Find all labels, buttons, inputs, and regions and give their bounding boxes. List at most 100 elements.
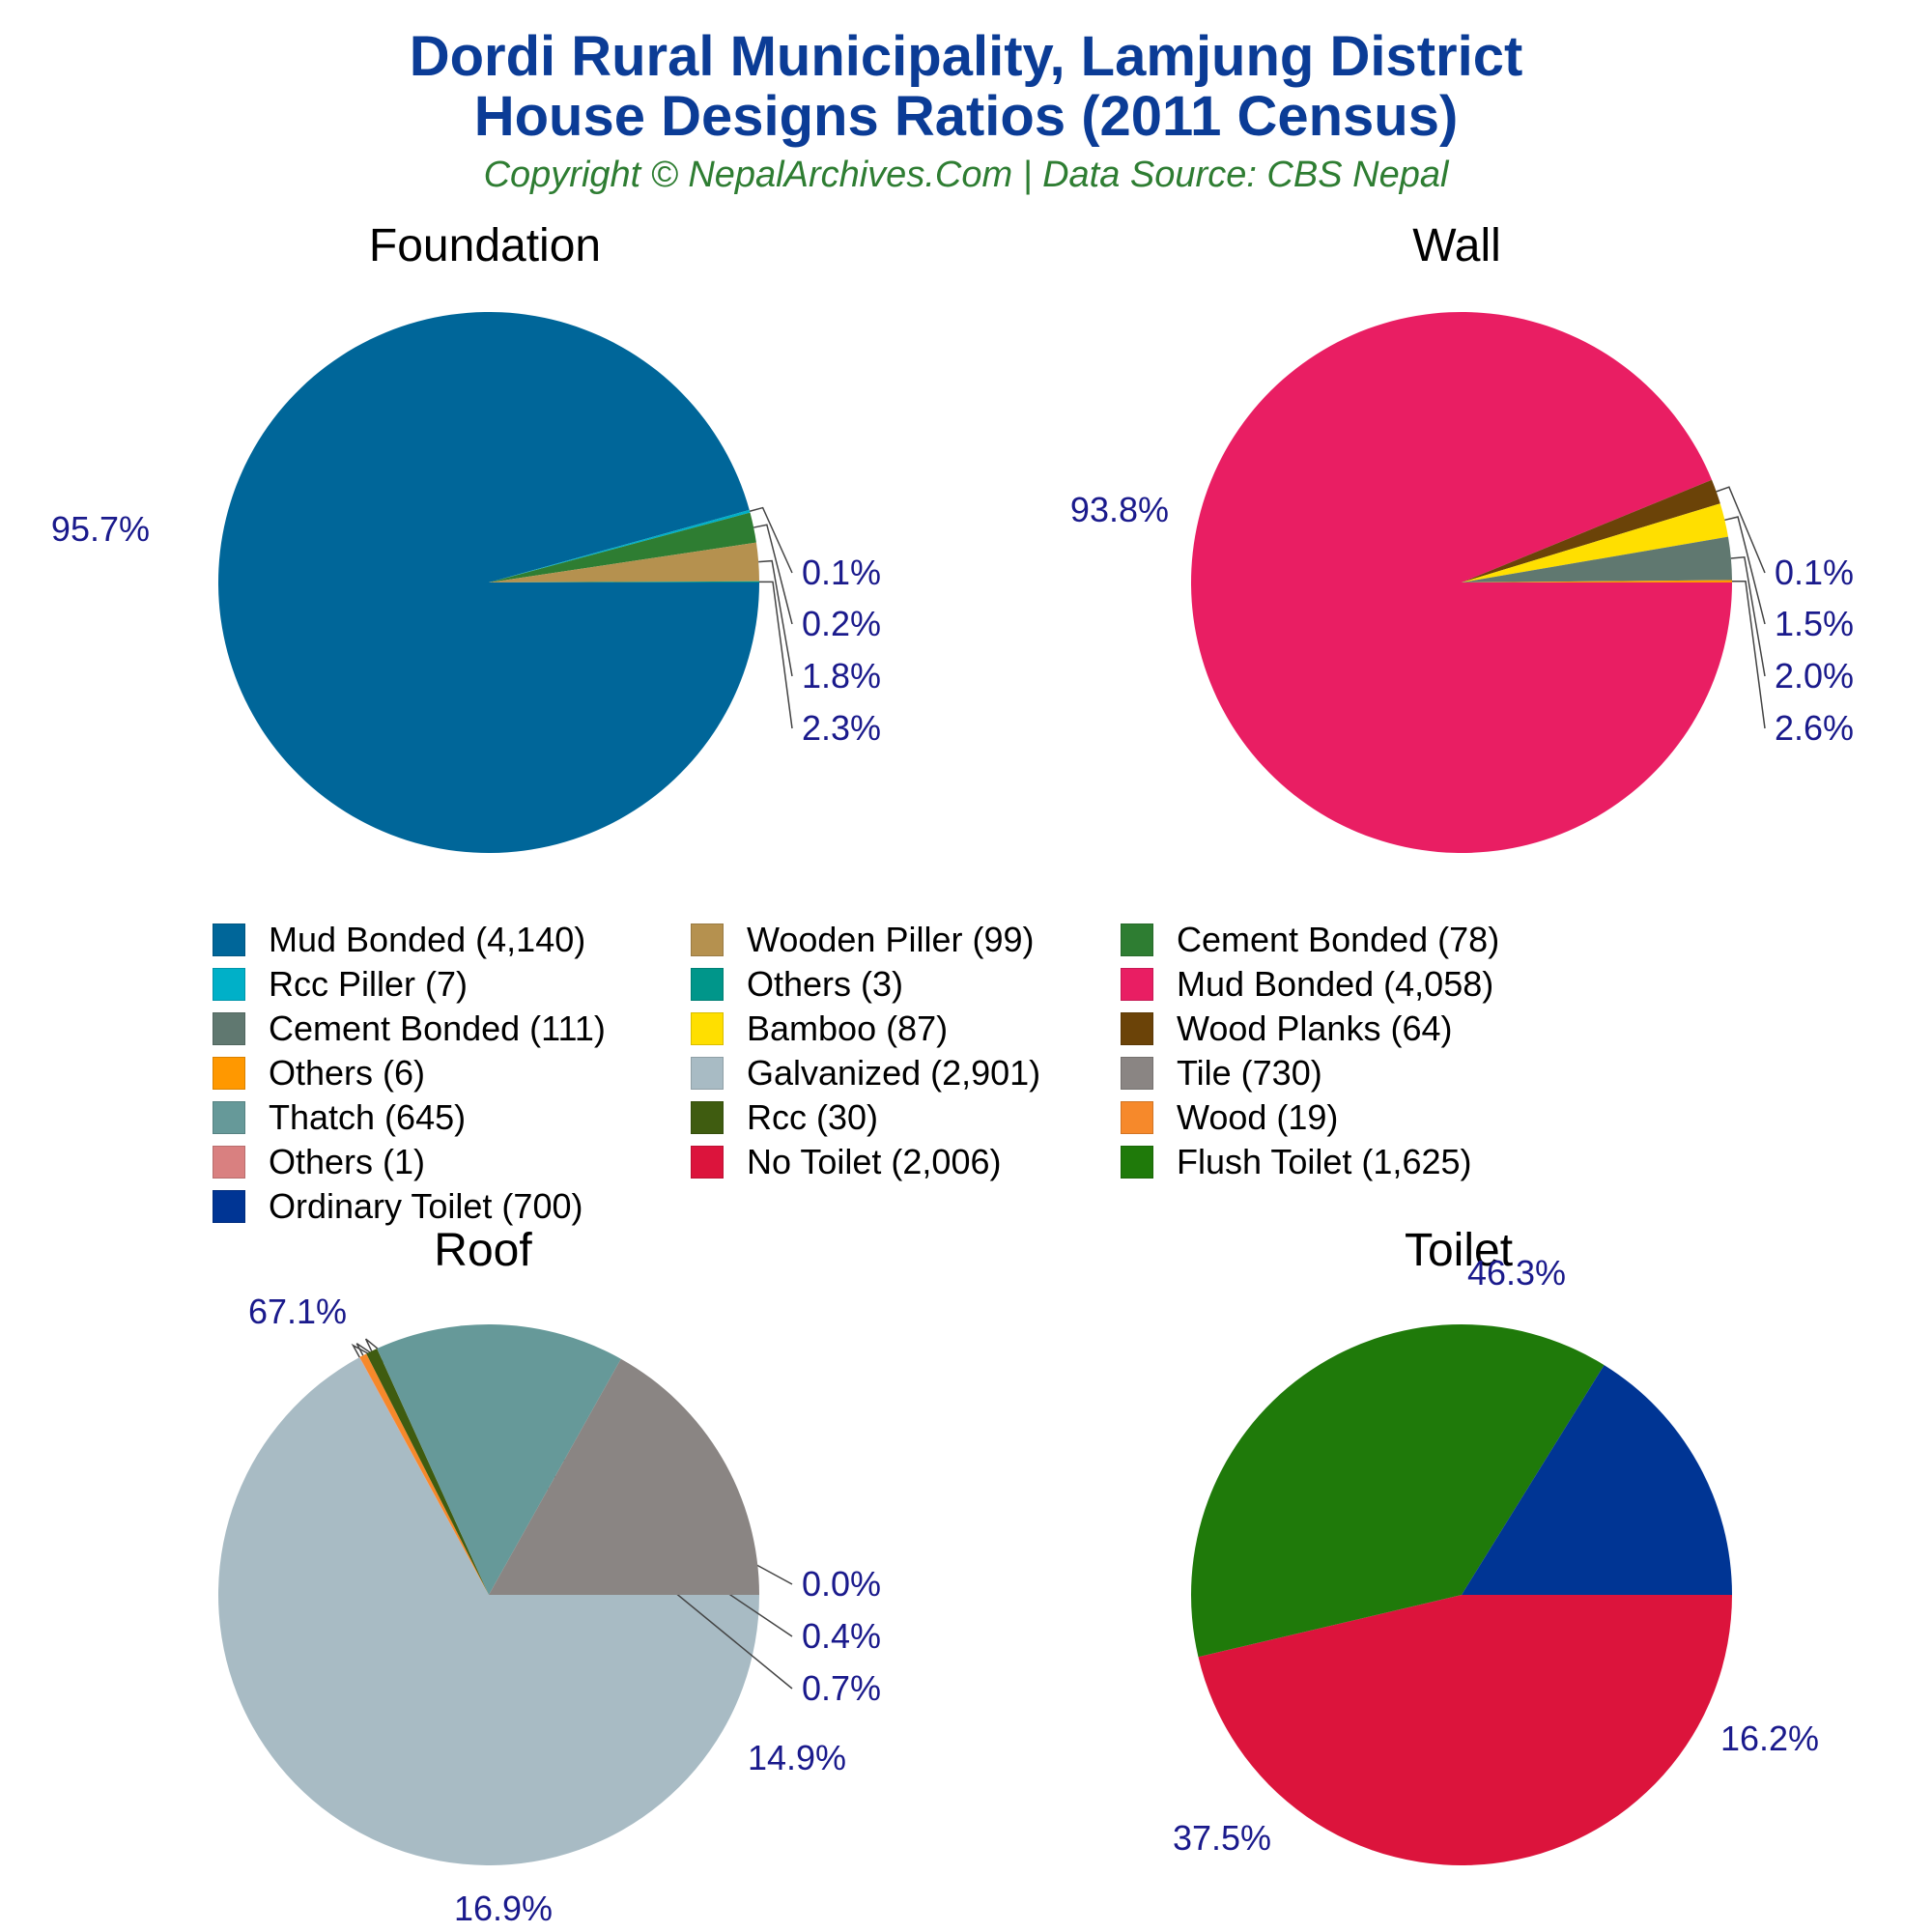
chart-subtitle: Copyright © NepalArchives.Com | Data Sou… [483,155,1449,195]
legend-label: Wooden Piller (99) [747,920,1035,959]
pie-slice [377,1324,621,1595]
legend-swatch [213,923,245,956]
pie-slice [359,1353,489,1595]
slice-percent-label: 37.5% [1173,1818,1271,1858]
legend-item: Wood (19) [1121,1095,1338,1140]
legend-swatch [1121,1012,1153,1045]
legend-item: Rcc (30) [691,1095,878,1140]
legend-item: Galvanized (2,901) [691,1051,1040,1095]
pie-roof: Roof 67.1% 0.0% 0.4% 0.7% 14.9% 16.9% [218,1225,881,1928]
pie-slice [489,509,751,582]
slice-percent-label: 14.9% [748,1738,846,1777]
pie-slice [366,1349,489,1595]
pie-foundation: Foundation 95.7% 0.1% 0.2% 1.8% 2.3% [51,220,881,854]
legend-label: Rcc (30) [747,1097,879,1137]
slice-percent-label: 67.1% [248,1292,347,1331]
legend-swatch [691,1146,724,1179]
legend-item: Others (3) [691,962,903,1007]
legend-label: No Toilet (2,006) [747,1142,1002,1181]
legend-item: Mud Bonded (4,140) [213,918,585,962]
slice-percent-label: 0.7% [802,1668,881,1708]
chart-title-line1: Dordi Rural Municipality, Lamjung Distri… [409,25,1523,88]
legend-swatch [1121,968,1153,1001]
leader-line [749,506,793,574]
legend-swatch [213,1190,245,1223]
legend-label: Bamboo (87) [747,1009,949,1048]
leader-line [1724,516,1766,625]
slice-percent-label: 16.2% [1720,1719,1819,1758]
leader-line [1731,580,1766,729]
slice-percent-label: 0.0% [802,1564,881,1604]
leader-line [1716,486,1766,574]
legend-swatch [691,968,724,1001]
pie-slice [1191,312,1732,854]
pie-slice [1462,479,1720,582]
slice-percent-label: 46.3% [1467,1253,1566,1293]
leader-line [758,559,793,677]
legend-item: Thatch (645) [213,1095,466,1140]
legend-swatch [1121,923,1153,956]
legend-swatch [213,1057,245,1090]
legend-label: Others (6) [269,1053,426,1093]
legend-item: Cement Bonded (111) [213,1007,606,1051]
pie-slice [1462,536,1732,582]
pie-title: Foundation [369,220,601,271]
legend-label: Galvanized (2,901) [747,1053,1041,1093]
pie-slice [359,1356,489,1595]
legend-swatch [213,1101,245,1134]
legend-swatch [1121,1101,1153,1134]
pie-title: Wall [1412,220,1501,271]
legend-swatch [213,1146,245,1179]
legend-label: Mud Bonded (4,140) [269,920,586,959]
legend-label: Tile (730) [1177,1053,1322,1093]
slice-percent-label: 1.5% [1775,604,1854,643]
pie-slice [218,1357,760,1865]
legend-item: Others (1) [213,1140,425,1184]
legend-swatch [691,1101,724,1134]
legend-item: Flush Toilet (1,625) [1121,1140,1472,1184]
legend-item: Wooden Piller (99) [691,918,1034,962]
pie-slice [1462,503,1728,582]
legend-item: Rcc Piller (7) [213,962,468,1007]
legend-item: Bamboo (87) [691,1007,948,1051]
legend-label: Others (1) [269,1142,426,1181]
legend-label: Others (3) [747,964,904,1004]
legend-item: Cement Bonded (78) [1121,918,1499,962]
legend-swatch [1121,1146,1153,1179]
slice-percent-label: 0.1% [1775,553,1854,592]
legend-item: Mud Bonded (4,058) [1121,962,1493,1007]
slice-percent-label: 95.7% [51,509,150,549]
legend-item: Ordinary Toilet (700) [213,1184,582,1229]
legend-label: Ordinary Toilet (700) [269,1186,583,1226]
pie-slice [489,542,759,582]
legend-label: Rcc Piller (7) [269,964,469,1004]
legend-label: Wood (19) [1177,1097,1339,1137]
pie-slice [217,312,759,854]
pie-slice [1198,1595,1732,1866]
pie-slice [489,512,756,582]
pie-slice [1462,1365,1732,1595]
legend-label: Flush Toilet (1,625) [1177,1142,1472,1181]
legend-swatch [1121,1057,1153,1090]
legend-swatch [213,1012,245,1045]
slice-percent-label: 2.0% [1775,656,1854,696]
slice-percent-label: 93.8% [1070,490,1169,529]
slice-percent-label: 1.8% [802,656,881,696]
pie-slice [1191,1324,1605,1658]
pie-title: Roof [434,1225,532,1276]
legend-item: Tile (730) [1121,1051,1322,1095]
slice-percent-label: 0.4% [802,1616,881,1656]
leader-line [753,524,793,625]
legend-label: Wood Planks (64) [1177,1009,1453,1048]
legend-swatch [691,923,724,956]
legend-swatch [691,1057,724,1090]
legend-label: Thatch (645) [269,1097,467,1137]
pie-slice [1462,580,1732,582]
pie-wall: Wall 93.8% 0.1% 1.5% 2.0% 2.6% [1070,220,1854,854]
legend-swatch [691,1012,724,1045]
legend-label: Mud Bonded (4,058) [1177,964,1494,1004]
leader-line [1730,555,1766,677]
pie-title: Toilet [1405,1225,1513,1276]
pie-slice [489,1358,759,1595]
